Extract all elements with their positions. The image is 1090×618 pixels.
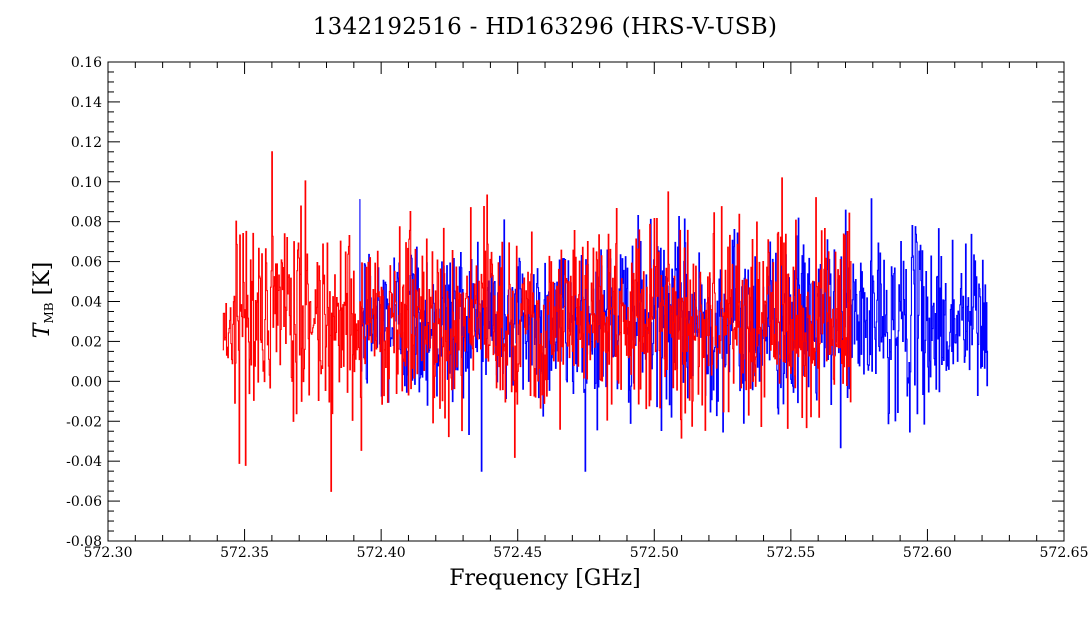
series-line-red — [222, 151, 852, 492]
x-tick-label: 572.60 — [903, 545, 952, 561]
x-tick-label: 572.30 — [84, 545, 133, 561]
y-tick-label: 0.04 — [71, 295, 102, 311]
y-tick-label: 0.16 — [71, 55, 102, 71]
y-tick-label: -0.02 — [66, 414, 102, 430]
y-axis-subscript: MB — [42, 302, 56, 324]
y-axis-symbol: T — [30, 323, 55, 339]
x-tick-label: 572.55 — [766, 545, 815, 561]
x-tick-label: 572.65 — [1040, 545, 1089, 561]
y-tick-label: 0.12 — [71, 135, 102, 151]
y-axis-unit: [K] — [30, 261, 55, 296]
y-tick-label: 0.10 — [71, 175, 102, 191]
y-tick-label: -0.04 — [66, 454, 102, 470]
x-axis-label: Frequency [GHz] — [449, 566, 641, 591]
y-axis-label: TMB [K] — [30, 262, 56, 338]
x-tick-label: 572.40 — [357, 545, 406, 561]
chart-title: 1342192516 - HD163296 (HRS-V-USB) — [312, 14, 778, 40]
y-tick-label: -0.06 — [66, 494, 102, 510]
y-tick-label: -0.08 — [66, 534, 102, 550]
y-tick-label: 0.02 — [71, 334, 102, 350]
x-tick-label: 572.50 — [630, 545, 679, 561]
x-tick-label: 572.35 — [220, 545, 269, 561]
y-tick-label: 0.00 — [71, 374, 102, 390]
y-tick-label: 0.06 — [71, 255, 102, 271]
x-tick-label: 572.45 — [493, 545, 542, 561]
y-tick-label: 0.14 — [71, 95, 102, 111]
y-tick-label: 0.08 — [71, 215, 102, 231]
